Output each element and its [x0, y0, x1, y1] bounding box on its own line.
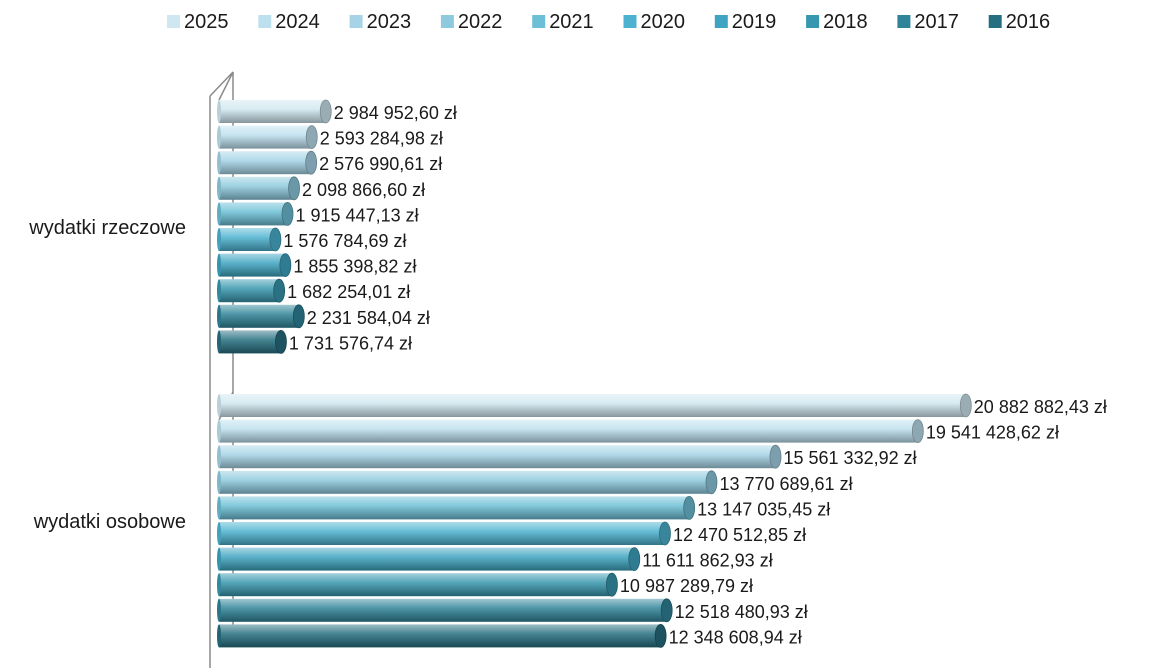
legend-item: 2025: [167, 11, 229, 33]
bar: [217, 278, 286, 303]
bar: [217, 304, 305, 329]
category-label: wydatki osobowe: [33, 511, 186, 533]
legend-item: 2023: [349, 11, 412, 33]
data-label: 1 682 254,01 zł: [287, 282, 410, 302]
legend-label: 2024: [275, 11, 320, 33]
data-label: 2 231 584,04 zł: [307, 308, 430, 328]
legend-label: 2023: [367, 11, 412, 33]
legend-swatch: [897, 15, 911, 28]
data-label: 20 882 882,43 zł: [974, 397, 1107, 417]
bar: [217, 253, 292, 278]
bar: [217, 125, 318, 150]
data-label: 1 731 576,74 zł: [289, 333, 412, 353]
legend-label: 2018: [823, 11, 868, 33]
data-label: 2 098 866,60 zł: [302, 180, 425, 200]
bar: [217, 444, 782, 469]
legend-label: 2019: [732, 11, 777, 33]
data-label: 12 348 608,94 zł: [669, 627, 802, 647]
data-label: 1 576 784,69 zł: [283, 231, 406, 251]
legend-item: 2016: [988, 11, 1050, 33]
bar: [217, 624, 667, 648]
data-label: 2 984 952,60 zł: [334, 103, 457, 123]
data-label: 19 541 428,62 zł: [926, 423, 1059, 443]
category-label: wydatki rzeczowe: [28, 217, 186, 239]
bar: [217, 419, 924, 444]
data-label: 2 576 990,61 zł: [319, 154, 442, 174]
legend-swatch: [714, 15, 728, 28]
bar: [217, 572, 618, 597]
data-label: 15 561 332,92 zł: [784, 448, 917, 468]
legend-swatch: [532, 15, 546, 28]
legend-item: 2018: [806, 11, 868, 33]
data-label: 1 915 447,13 zł: [296, 205, 419, 225]
legend-swatch: [806, 15, 820, 28]
bar: [217, 470, 718, 495]
legend-label: 2022: [458, 11, 503, 33]
legend-label: 2017: [914, 11, 959, 33]
legend-item: 2022: [440, 11, 503, 33]
bar: [217, 201, 294, 226]
bar: [217, 547, 641, 571]
legend-item: 2024: [258, 11, 320, 33]
data-label: 12 470 512,85 zł: [673, 525, 806, 545]
legend: 2025 2024 2023 2022 2021 2020 2019 2018 2017 2016: [167, 11, 1050, 33]
legend-label: 2025: [184, 11, 229, 33]
data-label: 1 855 398,82 zł: [293, 257, 416, 277]
bar: [217, 150, 318, 175]
bar: [217, 495, 696, 520]
category-axis: [209, 71, 234, 668]
data-label: 11 611 862,93 zł: [642, 551, 772, 571]
bar: [217, 329, 287, 354]
legend-item: 2017: [897, 11, 959, 33]
data-label: 12 518 480,93 zł: [675, 602, 808, 622]
legend-swatch: [988, 15, 1002, 28]
bar: [217, 521, 671, 546]
bar: [217, 393, 972, 418]
bar: [217, 176, 300, 201]
data-label: 13 147 035,45 zł: [697, 499, 830, 519]
legend-item: 2019: [714, 11, 777, 33]
legend-swatch: [440, 15, 454, 28]
bar: [217, 99, 332, 124]
legend-label: 2016: [1006, 11, 1050, 33]
legend-label: 2020: [641, 11, 686, 33]
data-label: 2 593 284,98 zł: [320, 129, 443, 149]
legend-item: 2020: [623, 11, 686, 33]
legend-item: 2021: [532, 11, 594, 33]
bar: [217, 598, 673, 623]
data-label: 10 987 289,79 zł: [620, 576, 753, 596]
data-label: 13 770 689,61 zł: [719, 474, 852, 494]
legend-swatch: [167, 15, 180, 28]
legend-swatch: [349, 15, 363, 28]
legend-swatch: [623, 15, 637, 28]
legend-swatch: [258, 15, 272, 28]
legend-label: 2021: [549, 11, 594, 33]
bar: [217, 227, 282, 252]
